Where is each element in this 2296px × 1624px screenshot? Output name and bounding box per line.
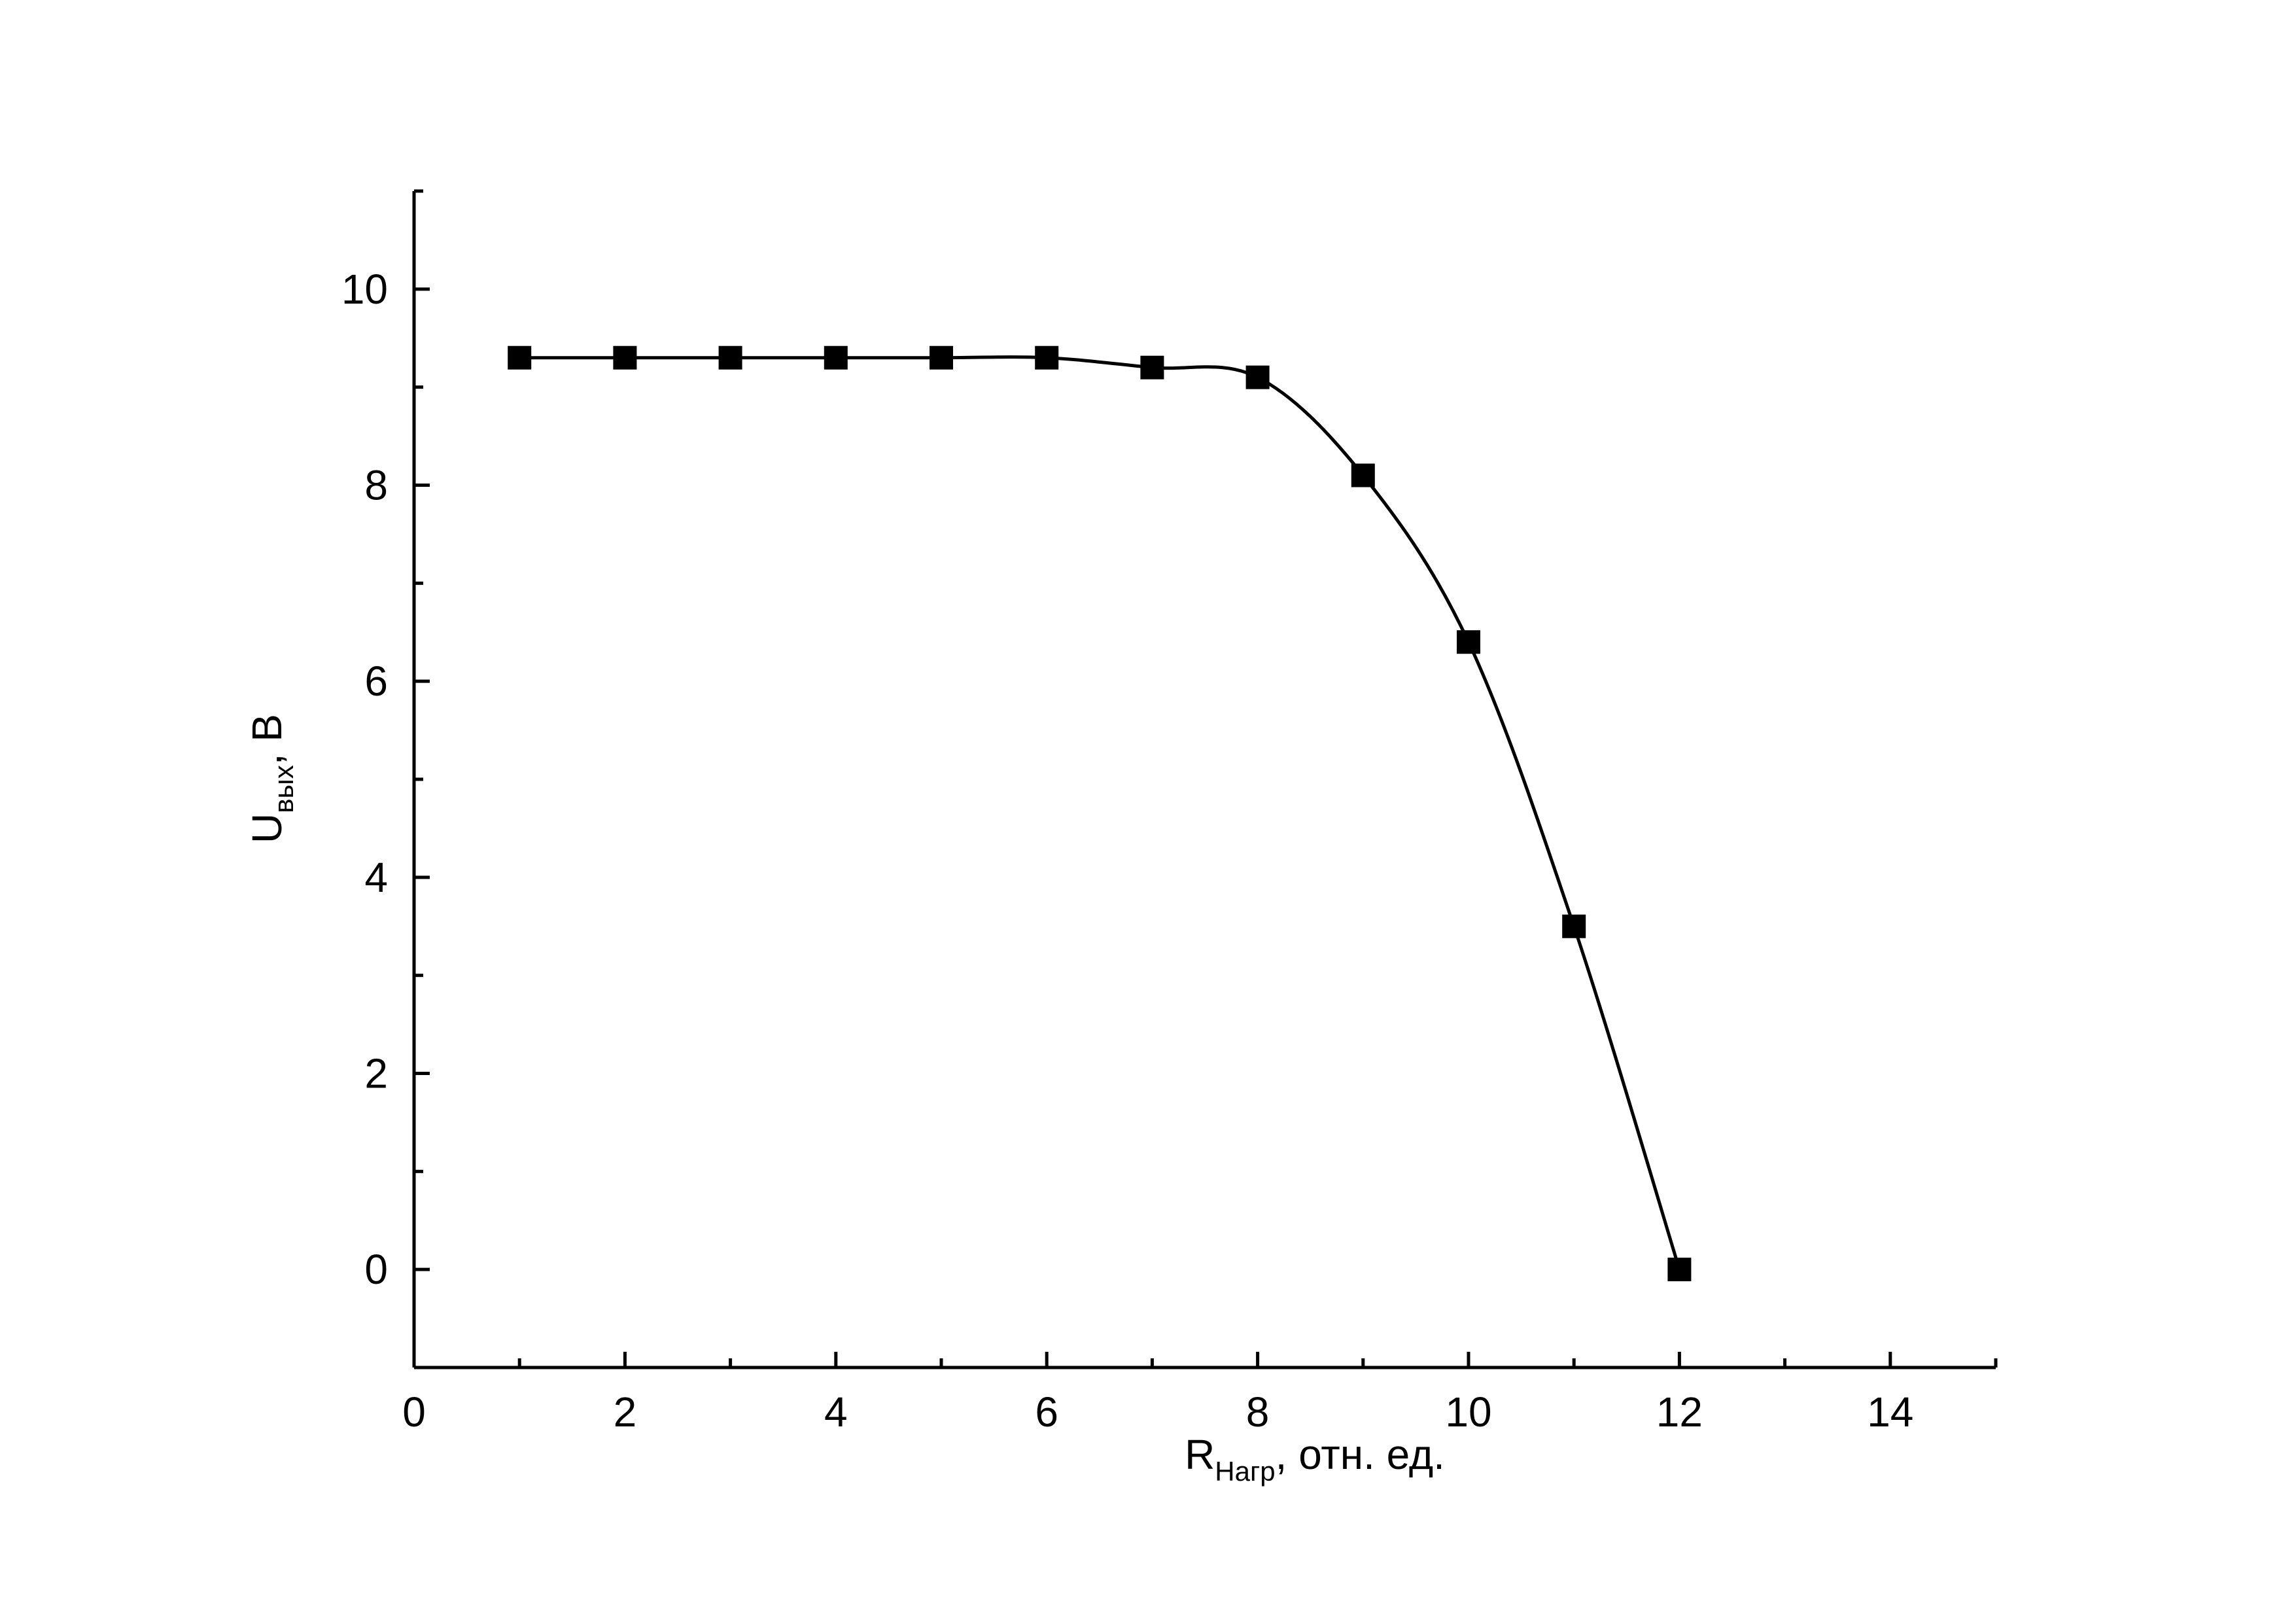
y-label-rest: , В (243, 714, 290, 765)
y-tick-label: 10 (341, 266, 388, 313)
data-point (1035, 345, 1059, 370)
data-point (1351, 463, 1375, 487)
data-line (519, 355, 1681, 1270)
x-axis-label: RНагр, отн. ед. (1185, 1431, 1445, 1487)
x-label-sub: Нагр (1215, 1456, 1275, 1487)
x-label-main: R (1185, 1431, 1215, 1478)
y-tick-label: 4 (364, 854, 388, 901)
x-label-rest: , отн. ед. (1276, 1431, 1445, 1478)
y-tick-label: 8 (364, 462, 388, 509)
x-tick-label: 4 (824, 1388, 848, 1436)
x-tick-label: 10 (1445, 1388, 1491, 1436)
data-point (1667, 1258, 1692, 1282)
data-point (613, 345, 637, 370)
data-point (1245, 365, 1270, 389)
x-tick-label: 14 (1867, 1388, 1913, 1436)
x-tick-label: 2 (614, 1388, 637, 1436)
data-point (930, 345, 953, 370)
y-tick-label: 6 (364, 658, 388, 705)
y-label-main: U (243, 813, 290, 843)
data-point (824, 345, 848, 370)
data-point (508, 345, 532, 370)
y-tick-label: 0 (364, 1246, 388, 1293)
data-point (1457, 630, 1480, 654)
y-axis-label: Uвых, В (243, 714, 299, 843)
x-tick-label: 8 (1246, 1388, 1270, 1436)
data-point (1562, 914, 1586, 938)
y-label-sub: вых (268, 765, 299, 813)
x-tick-label: 6 (1035, 1388, 1058, 1436)
data-point (1140, 355, 1164, 380)
y-tick-label: 2 (364, 1050, 388, 1097)
data-point (718, 345, 742, 370)
x-tick-label: 12 (1656, 1388, 1703, 1436)
x-tick-label: 0 (402, 1388, 426, 1436)
